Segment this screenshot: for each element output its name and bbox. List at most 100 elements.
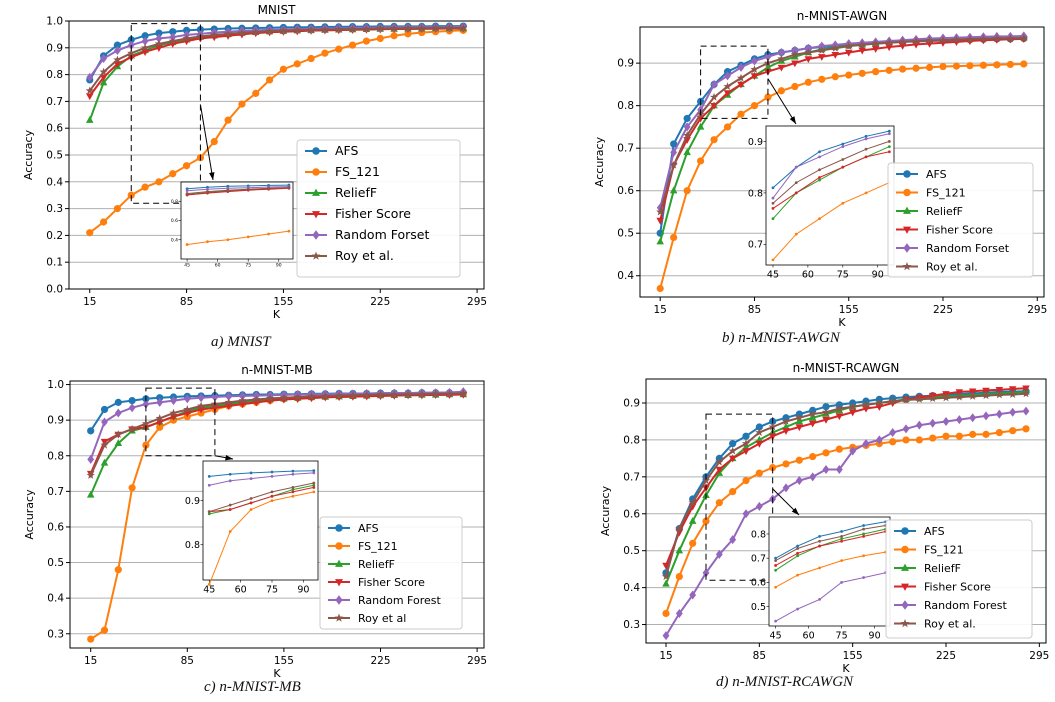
legend: AFS FS_121 ReliefF Fisher Score Random Fores… <box>885 519 1033 639</box>
inset-series-line <box>209 472 314 486</box>
legend-entry-afs: AFS <box>328 522 379 535</box>
data-point <box>995 387 1004 394</box>
y-tick-label: 0.9 <box>47 415 64 427</box>
data-point <box>210 138 218 146</box>
data-point <box>849 446 857 456</box>
data-point <box>795 424 804 432</box>
legend-marker <box>903 170 911 178</box>
legend-entry-random-forest: Random Forest <box>894 599 1007 612</box>
data-point <box>710 79 718 89</box>
inset-data-point <box>771 217 775 221</box>
inset-data-point <box>864 134 868 138</box>
inset-data-point <box>226 188 230 192</box>
data-point <box>702 568 710 578</box>
legend-marker <box>903 206 911 214</box>
legend: AFS FS_121 ReliefF Fisher Score Random Forse… <box>887 162 1034 278</box>
inset-data-point <box>840 537 843 541</box>
legend-label: FS_121 <box>335 164 380 179</box>
y-tick-label: 0.4 <box>47 593 64 605</box>
inset-data-point <box>270 475 274 478</box>
series-random-forest <box>662 406 1030 641</box>
series-roy-et-al <box>661 389 1031 581</box>
data-point <box>86 229 94 237</box>
data-point <box>741 439 751 448</box>
data-point <box>928 394 937 403</box>
inset-data-point <box>887 150 891 154</box>
inset-data-point <box>862 527 865 531</box>
data-point <box>742 432 750 440</box>
inset-series-line <box>775 528 886 571</box>
data-point <box>1022 406 1030 416</box>
data-point <box>376 390 385 399</box>
inset-data-point <box>818 534 821 538</box>
x-tick-label: 155 <box>273 296 293 308</box>
series-line <box>665 387 1027 566</box>
data-point <box>1009 427 1017 435</box>
data-point <box>871 39 880 48</box>
axes-frame <box>68 20 485 290</box>
data-point <box>182 26 191 34</box>
data-point <box>1008 386 1017 394</box>
data-point <box>307 54 315 63</box>
data-point <box>982 387 990 395</box>
data-point <box>808 420 817 428</box>
data-point <box>982 430 990 438</box>
inset-data-point <box>887 132 891 136</box>
data-point <box>141 183 149 191</box>
data-point <box>403 23 413 32</box>
data-point <box>321 49 329 57</box>
data-point <box>942 416 950 426</box>
data-point <box>724 71 731 81</box>
data-point <box>872 68 880 76</box>
data-point <box>992 34 1001 42</box>
inset-series-fs-121 <box>185 229 291 246</box>
data-point <box>729 440 737 448</box>
inset-series-line <box>775 525 886 562</box>
data-point <box>683 148 691 156</box>
data-point <box>715 466 724 474</box>
data-point <box>710 136 718 144</box>
inset-data-point <box>228 503 232 507</box>
inset-y-tick-label: 0.8 <box>748 188 763 199</box>
legend-marker <box>902 261 912 271</box>
data-point <box>845 71 853 79</box>
legend-marker <box>335 524 343 532</box>
y-tick-label: 0.7 <box>617 143 634 155</box>
data-point <box>1022 385 1030 393</box>
inset-series-line <box>775 531 886 566</box>
data-point <box>993 61 1001 69</box>
zoom-arrow-head <box>209 172 215 180</box>
data-point <box>196 401 206 410</box>
legend-entry-afs: AFS <box>305 143 359 158</box>
legend-entry-relieff: ReliefF <box>328 558 395 571</box>
data-point <box>858 69 866 77</box>
data-point <box>781 417 791 425</box>
legend-marker <box>312 230 320 240</box>
y-tick-label: 0.6 <box>47 521 64 533</box>
data-point <box>417 389 427 398</box>
x-tick-label: 15 <box>83 296 96 308</box>
series-line <box>88 27 464 92</box>
legend-label: AFS <box>358 522 379 535</box>
data-point <box>183 394 191 404</box>
inset-data-point <box>796 551 799 555</box>
data-point <box>723 123 732 131</box>
chart-title: n-MNIST-MB <box>241 363 313 377</box>
data-point <box>683 187 691 195</box>
inset-data-point <box>818 178 821 182</box>
data-point <box>889 438 897 446</box>
y-tick-label: 0.3 <box>623 619 640 631</box>
data-point <box>362 390 371 399</box>
inset-data-point <box>312 483 316 487</box>
data-point <box>141 419 151 428</box>
y-tick-label: 0.9 <box>623 398 640 410</box>
data-point <box>848 402 857 411</box>
data-point <box>697 157 705 165</box>
y-tick-label: 0.1 <box>46 257 63 269</box>
inset-data-point <box>794 165 798 169</box>
inset-data-point <box>206 190 209 194</box>
data-point <box>969 413 977 423</box>
data-point <box>669 186 678 194</box>
data-point <box>662 609 670 618</box>
inset-data-point <box>312 486 316 489</box>
